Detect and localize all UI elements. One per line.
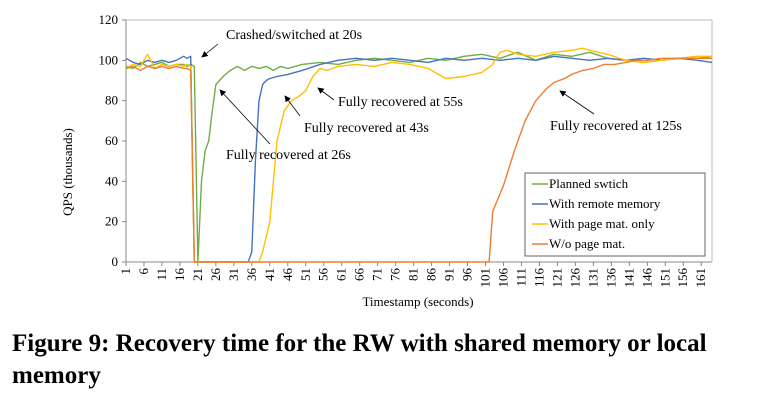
y-axis-label: QPS (thousands) <box>60 128 75 216</box>
legend-box <box>524 172 706 257</box>
y-tick-label: 100 <box>99 52 119 67</box>
annotation-recovered-125: Fully recovered at 125s <box>550 119 682 134</box>
annotation-crashed-arrow <box>201 43 219 58</box>
legend-label-remote: With remote memory <box>549 196 661 211</box>
x-tick-label: 141 <box>621 268 636 288</box>
x-tick-label: 11 <box>154 268 169 281</box>
x-tick-label: 86 <box>424 268 439 282</box>
x-tick-label: 156 <box>675 268 690 288</box>
annotation-recovered-125-arrow <box>559 90 595 115</box>
x-tick-label: 41 <box>262 268 277 281</box>
x-tick-label: 76 <box>388 268 403 282</box>
y-tick-label: 60 <box>105 133 118 148</box>
annotation-recovered-26: Fully recovered at 26s <box>226 148 351 163</box>
x-tick-label: 81 <box>406 268 421 281</box>
x-tick-label: 126 <box>567 268 582 288</box>
x-tick-label: 131 <box>585 268 600 288</box>
annotation-recovered-43: Fully recovered at 43s <box>304 121 429 136</box>
x-tick-label: 161 <box>693 268 708 288</box>
y-tick-label: 120 <box>99 12 119 27</box>
legend-label-nopagemat: W/o page mat. <box>549 236 625 251</box>
x-tick-label: 106 <box>495 268 510 288</box>
series-line-nopagemat <box>125 57 712 263</box>
y-tick-label: 0 <box>112 254 119 269</box>
x-axis-label: Timestamp (seconds) <box>362 294 473 309</box>
annotation-recovered-55: Fully recovered at 55s <box>338 95 463 110</box>
x-tick-label: 116 <box>531 268 546 288</box>
x-tick-label: 56 <box>316 268 331 282</box>
chart-figure: 0 20 40 60 80 100 120 1 6 11 16 21 26 31 36 41 46 51 56 61… <box>60 12 713 309</box>
x-tick-label: 1 <box>118 268 133 275</box>
x-tick-label: 121 <box>549 268 564 288</box>
y-tick-label: 80 <box>105 93 118 108</box>
x-tick-label: 61 <box>334 268 349 281</box>
y-tick-label: 20 <box>105 214 118 229</box>
legend-label-planned: Planned swtich <box>549 176 629 191</box>
annotation-recovered-26-arrow <box>219 89 271 145</box>
x-tick-label: 16 <box>172 268 187 282</box>
x-tick-label: 146 <box>639 268 654 288</box>
figure-caption: Figure 9: Recovery time for the RW with … <box>12 330 707 389</box>
legend: Planned swtich With remote memory With p… <box>524 172 706 257</box>
x-tick-label: 6 <box>136 268 151 275</box>
x-tick-label: 96 <box>460 268 475 282</box>
x-tick-label: 21 <box>190 268 205 281</box>
x-tick-label: 31 <box>226 268 241 281</box>
x-tick-label: 151 <box>657 268 672 288</box>
x-tick-label: 91 <box>442 268 457 281</box>
annotation-crashed: Crashed/switched at 20s <box>226 28 362 43</box>
x-tick-label: 26 <box>208 268 223 282</box>
x-tick-label: 36 <box>244 268 259 282</box>
x-tick-label: 111 <box>513 268 528 287</box>
series-line-remote <box>125 55 713 263</box>
y-tick-label: 40 <box>105 173 118 188</box>
x-tick-label: 136 <box>603 268 618 288</box>
legend-label-pagemat: With page mat. only <box>549 216 655 231</box>
x-tick-label: 46 <box>280 268 295 282</box>
series-line-pagemat <box>125 47 712 263</box>
annotations: Crashed/switched at 20s Fully recovered … <box>201 28 682 163</box>
x-ticks: 1 6 11 16 21 26 31 36 41 46 51 56 61 66 71 76 81 86 91 96 10… <box>118 262 708 288</box>
x-tick-label: 71 <box>370 268 385 281</box>
x-tick-label: 66 <box>352 268 367 282</box>
annotation-recovered-43-arrow <box>284 95 301 117</box>
x-tick-label: 101 <box>478 268 493 288</box>
series-lines <box>125 47 713 263</box>
annotation-recovered-55-arrow <box>317 87 335 101</box>
x-tick-label: 51 <box>298 268 313 281</box>
y-ticks: 0 20 40 60 80 100 120 <box>99 12 126 269</box>
